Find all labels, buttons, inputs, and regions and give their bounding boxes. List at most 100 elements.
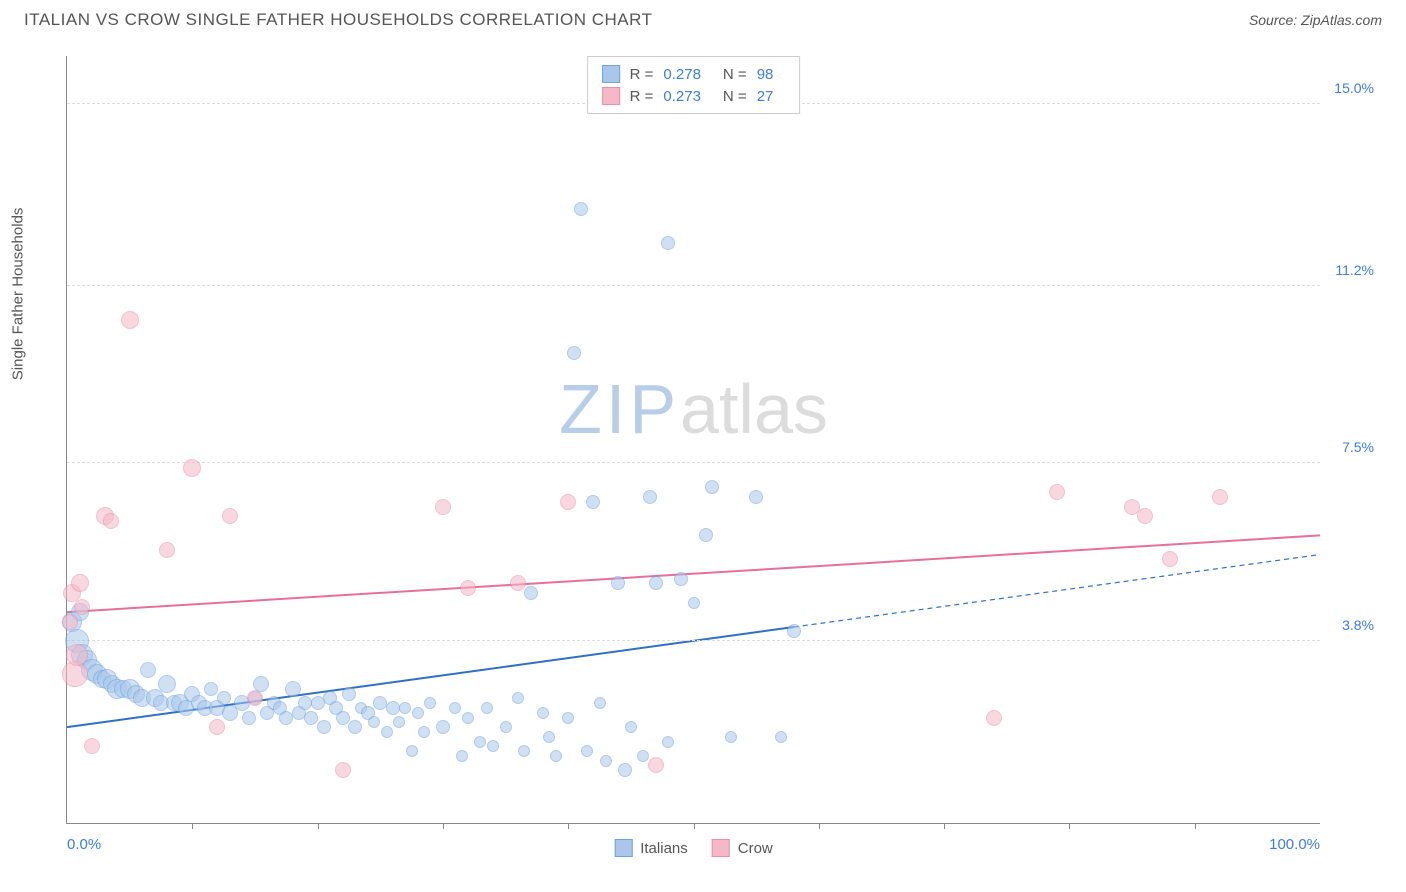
data-point <box>543 731 555 743</box>
data-point <box>581 745 593 757</box>
r-value-crow: 0.273 <box>663 88 701 105</box>
data-point <box>336 711 350 725</box>
data-point <box>242 711 256 725</box>
data-point <box>637 750 649 762</box>
data-point <box>725 731 737 743</box>
x-axis-max-label: 100.0% <box>1269 836 1320 853</box>
data-point <box>560 494 576 510</box>
swatch-crow <box>712 839 730 857</box>
x-tick <box>1195 823 1196 829</box>
r-label: R = <box>630 88 654 105</box>
data-point <box>594 697 606 709</box>
source-label: Source: ZipAtlas.com <box>1249 12 1382 28</box>
data-point <box>662 736 674 748</box>
x-tick <box>192 823 193 829</box>
data-point <box>412 707 424 719</box>
watermark: ZIPatlas <box>559 369 828 449</box>
legend-item-crow: Crow <box>712 839 773 857</box>
x-tick <box>1069 823 1070 829</box>
data-point <box>1162 551 1178 567</box>
data-point <box>487 740 499 752</box>
stats-legend: R = 0.278 N = 98 R = 0.273 N = 27 <box>587 56 801 114</box>
data-point <box>1049 484 1065 500</box>
data-point <box>209 719 225 735</box>
data-point <box>140 662 156 678</box>
data-point <box>524 586 538 600</box>
data-point <box>986 710 1002 726</box>
data-point <box>317 720 331 734</box>
data-point <box>449 702 461 714</box>
gridline <box>67 462 1320 463</box>
data-point <box>456 750 468 762</box>
data-point <box>1137 508 1153 524</box>
n-value-crow: 27 <box>757 88 774 105</box>
data-point <box>688 597 700 609</box>
swatch-crow <box>602 87 620 105</box>
gridline <box>67 285 1320 286</box>
stats-row-italians: R = 0.278 N = 98 <box>602 63 786 85</box>
data-point <box>217 691 231 705</box>
r-value-italians: 0.278 <box>663 66 701 83</box>
data-point <box>512 692 524 704</box>
x-tick <box>694 823 695 829</box>
data-point <box>749 490 763 504</box>
data-point <box>600 755 612 767</box>
data-point <box>1212 489 1228 505</box>
watermark-atlas: atlas <box>680 370 828 448</box>
chart-title: ITALIAN VS CROW SINGLE FATHER HOUSEHOLDS… <box>24 10 653 30</box>
data-point <box>399 702 411 714</box>
data-point <box>474 736 486 748</box>
data-point <box>158 675 176 693</box>
swatch-italians <box>602 65 620 83</box>
data-point <box>643 490 657 504</box>
gridline <box>67 640 1320 641</box>
x-tick <box>318 823 319 829</box>
data-point <box>435 499 451 515</box>
stats-row-crow: R = 0.273 N = 27 <box>602 85 786 107</box>
swatch-italians <box>614 839 632 857</box>
n-label: N = <box>723 66 747 83</box>
y-axis-label: Single Father Households <box>10 208 27 381</box>
data-point <box>661 236 675 250</box>
chart-container: Single Father Households R = 0.278 N = 9… <box>24 44 1382 872</box>
data-point <box>649 576 663 590</box>
x-axis-min-label: 0.0% <box>67 836 101 853</box>
trend-lines <box>67 56 1320 823</box>
data-point <box>510 575 526 591</box>
plot-area: R = 0.278 N = 98 R = 0.273 N = 27 ZIPatl… <box>66 56 1320 824</box>
data-point <box>84 738 100 754</box>
data-point <box>611 576 625 590</box>
data-point <box>460 580 476 596</box>
data-point <box>247 690 263 706</box>
data-point <box>648 757 664 773</box>
data-point <box>285 681 301 697</box>
n-value-italians: 98 <box>757 66 774 83</box>
data-point <box>462 712 474 724</box>
data-point <box>699 528 713 542</box>
data-point <box>436 720 450 734</box>
data-point <box>74 599 90 615</box>
data-point <box>335 762 351 778</box>
data-point <box>586 495 600 509</box>
n-label: N = <box>723 88 747 105</box>
data-point <box>183 459 201 477</box>
data-point <box>62 614 78 630</box>
y-tick-label: 11.2% <box>1335 262 1374 278</box>
data-point <box>500 721 512 733</box>
data-point <box>618 763 632 777</box>
data-point <box>342 687 356 701</box>
data-point <box>562 712 574 724</box>
data-point <box>574 202 588 216</box>
y-tick-label: 15.0% <box>1334 80 1374 96</box>
data-point <box>121 311 139 329</box>
x-tick <box>944 823 945 829</box>
data-point <box>66 644 88 666</box>
data-point <box>705 480 719 494</box>
data-point <box>204 682 218 696</box>
x-tick <box>819 823 820 829</box>
x-tick <box>443 823 444 829</box>
data-point <box>481 702 493 714</box>
series-legend: Italians Crow <box>614 839 773 857</box>
data-point <box>71 574 89 592</box>
data-point <box>304 711 318 725</box>
